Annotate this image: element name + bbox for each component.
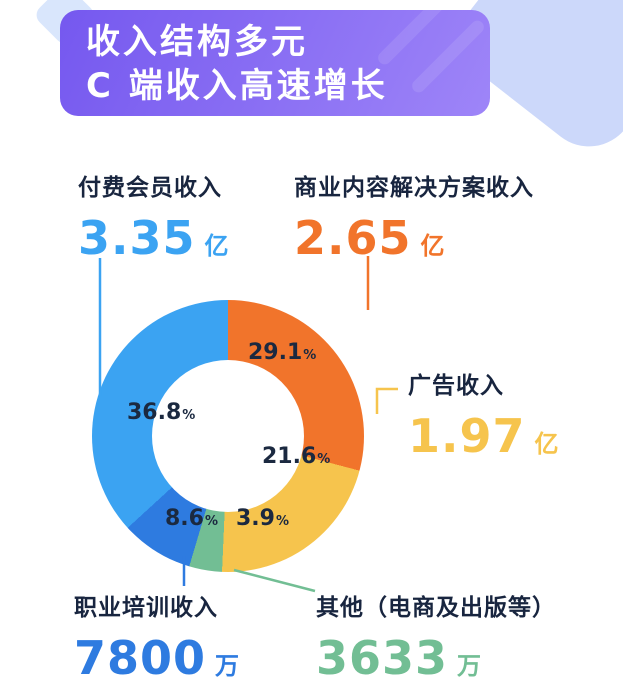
percent-number: 21.6 [262, 444, 317, 469]
value-number: 1.97 [408, 409, 526, 463]
callout-label: 广告收入 [408, 373, 504, 399]
callout-value: 3.35 亿 [78, 211, 229, 265]
callout-advertising: 广告收入 1.97 亿 [408, 366, 559, 463]
leader-line-advertising [375, 387, 398, 414]
percent-sign: % [303, 348, 317, 363]
percent-label-paid-membership: 36.8 % [127, 400, 195, 425]
percent-sign: % [182, 408, 196, 423]
callout-commercial-content: 商业内容解决方案收入 2.65 亿 [294, 168, 534, 265]
value-unit: 亿 [534, 430, 559, 458]
value-unit: 亿 [204, 232, 229, 260]
percent-label-commercial-content: 29.1 % [248, 340, 316, 365]
value-unit: 万 [215, 652, 240, 680]
donut-hole [152, 360, 304, 512]
percent-number: 8.6 [165, 506, 204, 531]
value-number: 7800 [74, 631, 207, 685]
leader-line-others [233, 568, 316, 593]
value-number: 3.35 [78, 211, 196, 265]
callout-paid-membership: 付费会员收入 3.35 亿 [78, 168, 229, 265]
percent-sign: % [275, 514, 290, 529]
percent-number: 36.8 [127, 400, 182, 425]
percent-label-advertising: 21.6 % [262, 444, 330, 469]
callout-value: 7800 万 [74, 631, 239, 685]
percent-label-others: 3.9 % [236, 506, 289, 531]
title-line-2: C 端收入高速增长 [86, 66, 388, 106]
callout-value: 1.97 亿 [408, 409, 559, 463]
callout-label: 其他（电商及出版等） [316, 595, 556, 621]
value-unit: 亿 [420, 232, 445, 260]
callout-vocational-training: 职业培训收入 7800 万 [74, 588, 239, 685]
callout-label: 商业内容解决方案收入 [294, 175, 534, 201]
title-banner: 收入结构多元 C 端收入高速增长 [60, 10, 490, 116]
value-unit: 万 [457, 652, 482, 680]
callout-value: 2.65 亿 [294, 211, 534, 265]
percent-number: 29.1 [248, 340, 303, 365]
callout-value: 3633 万 [316, 631, 556, 685]
value-number: 2.65 [294, 211, 412, 265]
percent-sign: % [317, 452, 331, 467]
callout-label: 职业培训收入 [74, 595, 218, 621]
percent-label-vocational-training: 8.6 % [165, 506, 218, 531]
callout-label: 付费会员收入 [78, 175, 222, 201]
value-number: 3633 [316, 631, 449, 685]
callout-others: 其他（电商及出版等） 3633 万 [316, 588, 556, 685]
percent-number: 3.9 [236, 506, 275, 531]
title-line-1: 收入结构多元 [86, 22, 308, 62]
percent-sign: % [204, 514, 219, 529]
donut-chart [92, 300, 364, 572]
